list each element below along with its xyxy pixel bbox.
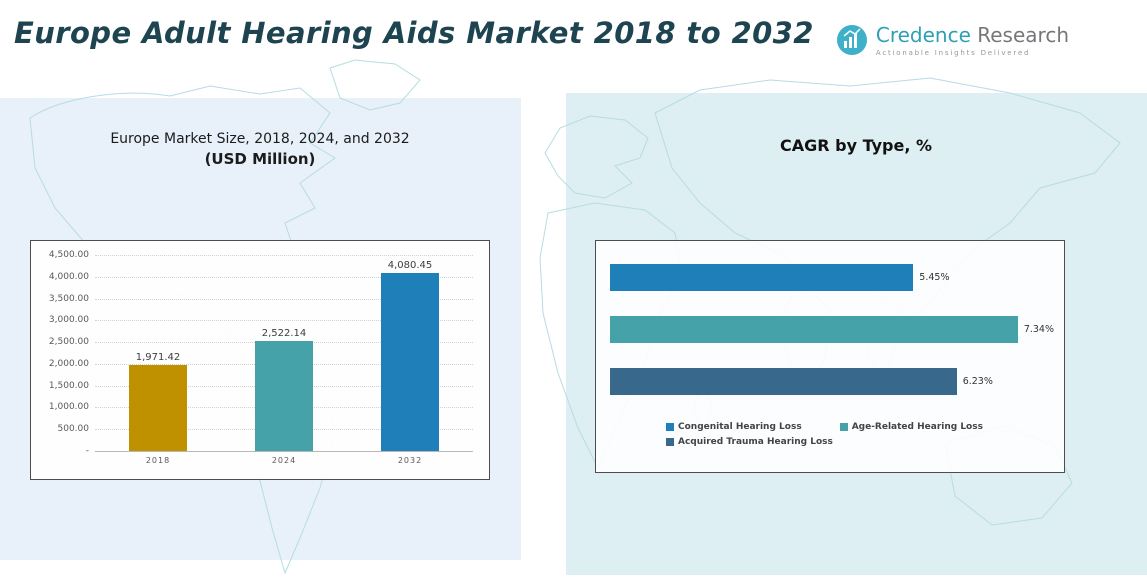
bar-value-label: 6.23% <box>962 376 993 387</box>
y-tick-label: - <box>85 446 89 456</box>
market-size-yaxis: 4,500.00 4,000.00 3,500.00 3,000.00 2,500.00… <box>39 250 95 456</box>
legend-item-acquired-trauma-hearing-loss: Acquired Trauma Hearing Loss <box>666 437 833 447</box>
bar-slot-2024: 2,522.14 <box>221 255 347 451</box>
logo-brand-secondary: Research <box>977 23 1069 47</box>
bar-slot-2018: 1,971.42 <box>95 255 221 451</box>
bar-2018 <box>129 365 187 451</box>
x-category-label: 2032 <box>397 456 423 465</box>
cagr-bar-row: 6.23% <box>610 368 1054 395</box>
logo-brand-primary: Credence <box>875 23 971 47</box>
market-size-title-line1: Europe Market Size, 2018, 2024, and 2032 <box>110 131 410 147</box>
y-tick-label: 4,000.00 <box>48 271 89 282</box>
legend-item-age-related-hearing-loss: Age-Related Hearing Loss <box>839 422 983 432</box>
market-size-title-line2: (USD Million) <box>204 150 316 168</box>
legend-label: Acquired Trauma Hearing Loss <box>678 437 833 447</box>
cagr-bar-row: 7.34% <box>610 316 1054 343</box>
legend-row: Congenital Hearing Loss Age-Related Heari… <box>666 422 1054 432</box>
credence-logo: Credence Research Actionable Insights De… <box>836 24 1069 57</box>
cagr-chart-title: CAGR by Type, % <box>779 136 933 155</box>
x-category-label: 2024 <box>271 456 297 465</box>
bar-value-label: 5.45% <box>919 272 950 283</box>
y-tick-label: 3,000.00 <box>48 315 89 326</box>
legend-swatch <box>666 423 674 431</box>
bar-value-label: 7.34% <box>1023 324 1054 335</box>
y-tick-label: 2,500.00 <box>48 337 89 348</box>
bar-value-label: 1,971.42 <box>135 352 181 364</box>
bar-slot-2032: 4,080.45 <box>347 255 473 451</box>
cagr-bars: 5.45% 7.34% 6.23% <box>610 264 1054 395</box>
legend-label: Congenital Hearing Loss <box>678 422 802 432</box>
bar-2024 <box>255 341 313 451</box>
legend-swatch <box>839 423 848 431</box>
y-tick-label: 4,500.00 <box>48 250 89 260</box>
y-tick-label: 3,500.00 <box>48 293 89 304</box>
market-size-chart: 4,500.00 4,000.00 3,500.00 3,000.00 2,500.00… <box>30 240 490 480</box>
gridline <box>95 451 473 452</box>
bar-value-label: 2,522.14 <box>261 328 307 340</box>
logo-tagline: Actionable Insights Delivered <box>875 49 1031 57</box>
bar-acquired-trauma-hearing-loss <box>610 368 957 395</box>
cagr-bar-row: 5.45% <box>610 264 1054 291</box>
legend-swatch <box>666 438 674 446</box>
market-size-categories: 2018 2024 2032 <box>95 451 473 465</box>
cagr-legend: Congenital Hearing Loss Age-Related Heari… <box>666 422 1054 452</box>
market-size-chart-title: Europe Market Size, 2018, 2024, and 2032… <box>20 131 500 168</box>
cagr-chart: 5.45% 7.34% 6.23% Congenital Hearing Loss A… <box>595 240 1065 473</box>
market-size-bars: 1,971.42 2,522.14 4,080.45 <box>95 255 473 451</box>
page-title: Europe Adult Hearing Aids Market 2018 to… <box>14 16 814 50</box>
bar-value-label: 4,080.45 <box>387 260 433 272</box>
legend-item-congenital-hearing-loss: Congenital Hearing Loss <box>666 422 802 432</box>
bar-congenital-hearing-loss <box>610 264 914 291</box>
market-size-plot: 1,971.42 2,522.14 4,080.45 <box>95 255 473 452</box>
y-tick-label: 2,000.00 <box>48 358 89 369</box>
bar-age-related-hearing-loss <box>610 316 1018 343</box>
logo-text: Credence Research Actionable Insights De… <box>876 24 1069 57</box>
logo-brand: Credence Research <box>876 24 1069 46</box>
y-tick-label: 1,500.00 <box>48 380 89 391</box>
x-category-label: 2018 <box>145 456 171 465</box>
legend-label: Age-Related Hearing Loss <box>851 422 983 432</box>
credence-logo-icon <box>836 25 867 55</box>
legend-row: Acquired Trauma Hearing Loss <box>666 437 1054 447</box>
y-tick-label: 1,000.00 <box>48 402 89 413</box>
market-size-chart-body: 4,500.00 4,000.00 3,500.00 3,000.00 2,500.00… <box>39 250 473 456</box>
y-tick-label: 500.00 <box>57 424 90 435</box>
bar-2032 <box>381 273 439 451</box>
